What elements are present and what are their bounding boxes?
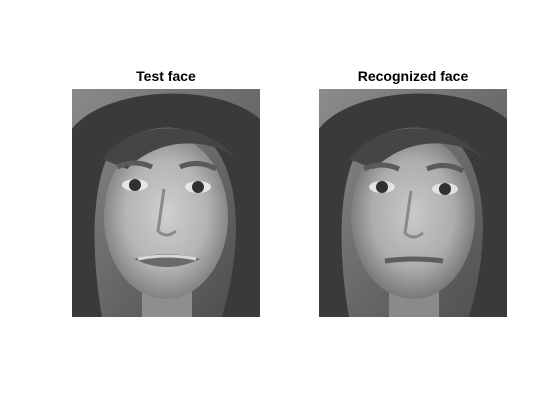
test-face-image [72,89,260,317]
recognized-face-image [319,89,507,317]
recognized-face-title: Recognized face [357,68,469,84]
test-face-title: Test face [136,68,196,84]
